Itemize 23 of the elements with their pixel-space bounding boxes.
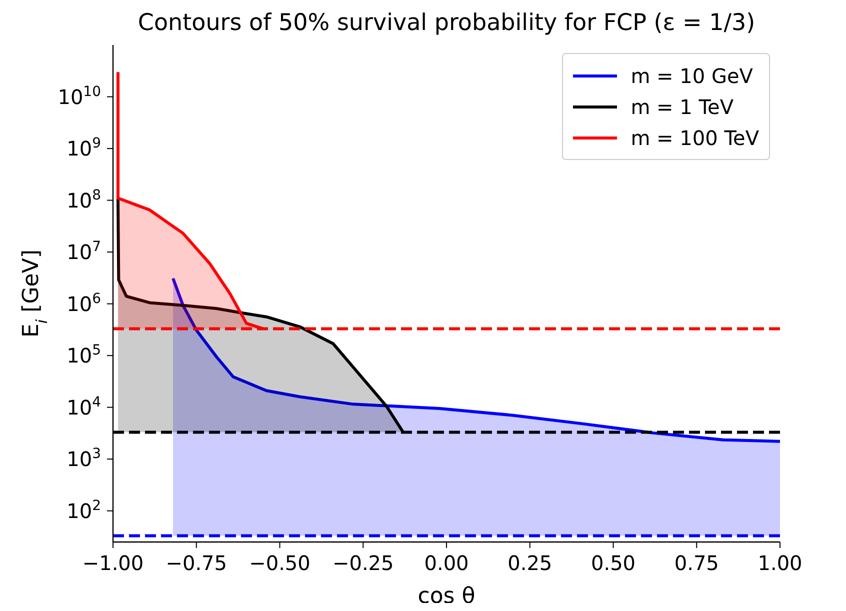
x-tick-label: −0.25 [332, 551, 394, 575]
y-tick-label: 10$^{3}$ [66, 446, 101, 472]
x-tick-label: −0.75 [166, 551, 228, 575]
y-tick-label: 10$^{4}$ [66, 394, 102, 420]
y-tick-label: 10$^{9}$ [66, 136, 101, 161]
x-tick-label: 0.50 [590, 551, 636, 575]
legend-label: m = 1 TeV [630, 94, 734, 118]
y-tick-label: 10$^{6}$ [66, 290, 102, 316]
x-tick-label: 1.00 [758, 551, 802, 575]
y-tick-label: 10$^{2}$ [66, 498, 101, 523]
legend-label: m = 100 TeV [630, 126, 759, 150]
chart-title: Contours of 50% survival probability for FCP (ε = 1/3) [136, 10, 756, 36]
y-tick-label: 10$^{5}$ [66, 342, 101, 368]
x-tick-label: −1.00 [82, 551, 144, 575]
y-tick-label: 10$^{7}$ [66, 239, 101, 264]
y-tick-label: 10$^{8}$ [66, 187, 101, 212]
x-tick-label: 0.75 [674, 551, 719, 575]
legend-label: m = 10 GeV [630, 64, 753, 88]
x-tick-label: 0.25 [508, 551, 552, 575]
x-axis-title: cos θ [418, 584, 476, 609]
x-tick-label: 0.00 [424, 551, 469, 575]
x-tick-label: −0.50 [249, 551, 310, 575]
y-tick-label: 10$^{10}$ [58, 84, 101, 109]
